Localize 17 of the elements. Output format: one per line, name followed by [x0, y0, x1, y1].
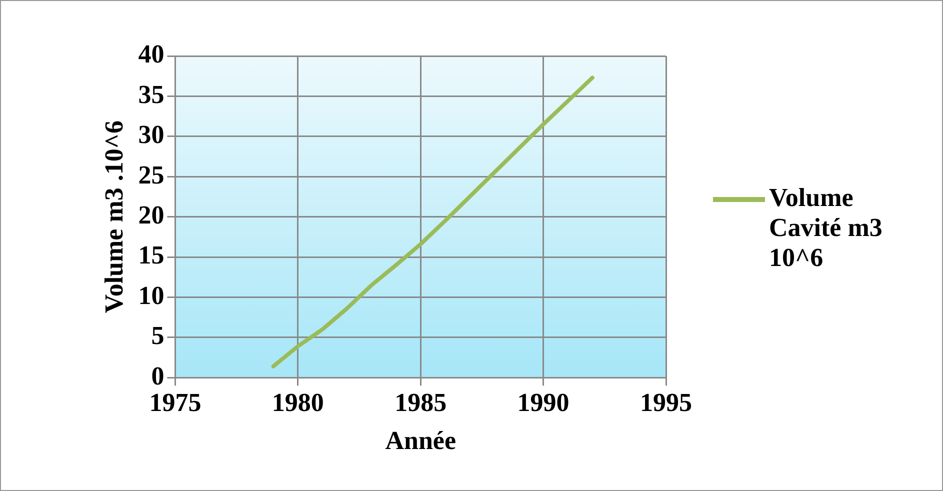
y-tick-label: 15 — [138, 240, 164, 270]
y-axis-title: Volume m3 .10^6 — [99, 120, 128, 314]
x-tick-label: 1995 — [640, 388, 692, 417]
y-tick-label: 0 — [151, 361, 164, 390]
y-tick-label: 5 — [151, 321, 164, 350]
y-tick-label: 40 — [138, 40, 164, 69]
y-tick-label: 25 — [138, 160, 164, 190]
y-tick-label: 20 — [138, 200, 164, 230]
x-axis-title: Année — [385, 426, 456, 456]
x-tick-label: 1985 — [394, 388, 447, 417]
x-tick-label: 1975 — [149, 388, 202, 417]
x-tick-label: 1990 — [517, 388, 570, 417]
y-tick-label: 30 — [138, 120, 164, 150]
legend-label: Volume Cavité m3 10^6 — [769, 183, 884, 273]
y-tick-label: 35 — [138, 80, 164, 109]
x-tick-label: 1980 — [272, 388, 324, 417]
y-tick-label: 10 — [138, 280, 164, 310]
